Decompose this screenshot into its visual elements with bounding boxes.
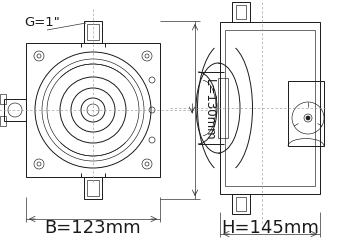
Bar bbox=[288, 81, 324, 146]
Bar bbox=[218, 78, 228, 138]
Bar bbox=[4, 99, 26, 121]
Bar bbox=[84, 21, 102, 43]
Bar bbox=[236, 197, 246, 211]
Text: G=1": G=1" bbox=[24, 15, 60, 29]
Bar bbox=[87, 180, 99, 196]
Bar bbox=[232, 2, 250, 22]
Bar bbox=[236, 5, 246, 19]
Bar bbox=[26, 43, 160, 177]
Bar bbox=[0, 116, 6, 126]
Bar bbox=[225, 30, 315, 186]
Bar bbox=[0, 94, 6, 104]
Bar bbox=[232, 194, 250, 214]
Bar bbox=[84, 177, 102, 199]
Text: H=145mm: H=145mm bbox=[221, 219, 319, 237]
Circle shape bbox=[306, 116, 310, 120]
Bar bbox=[87, 24, 99, 40]
Text: B=123mm: B=123mm bbox=[45, 219, 141, 237]
Bar bbox=[220, 22, 320, 194]
Text: L=130mm: L=130mm bbox=[203, 79, 215, 141]
